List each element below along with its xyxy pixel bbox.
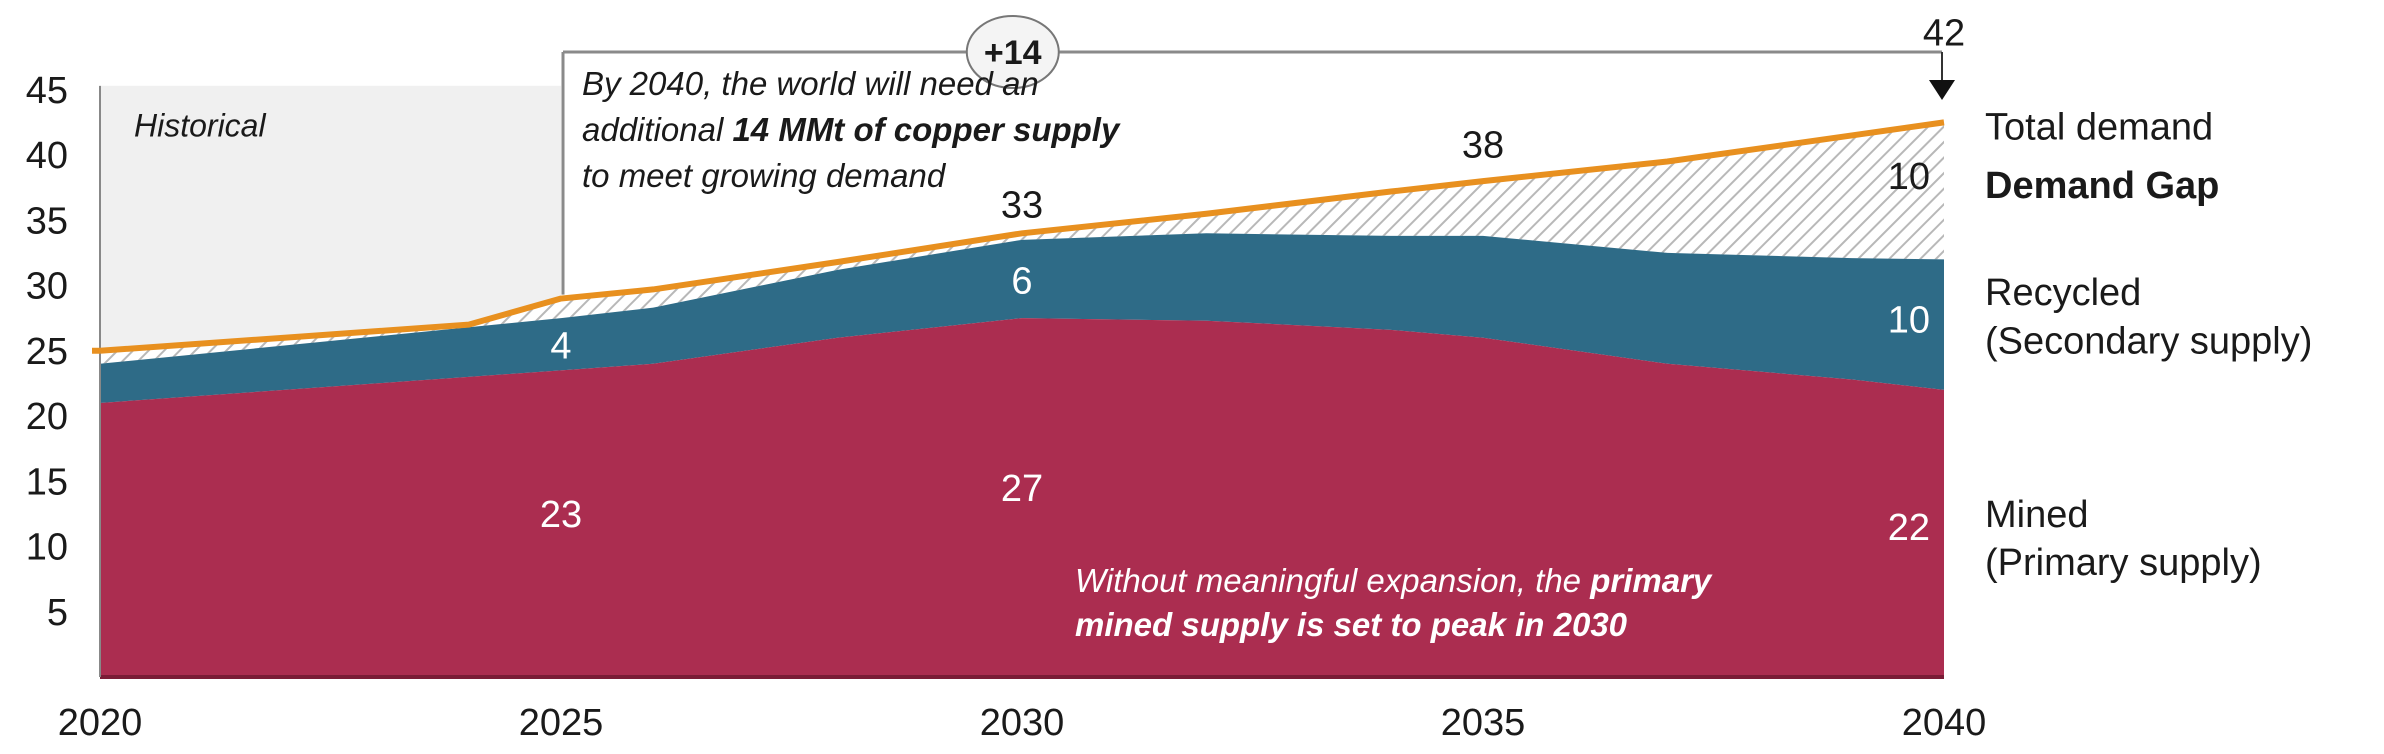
- data-label: 33: [1001, 185, 1043, 227]
- annotation-emphasis: primary: [1589, 562, 1713, 599]
- badge-circle: [965, 15, 1060, 89]
- legend-label: Recycled: [1985, 272, 2141, 314]
- y-tick-label: 15: [26, 461, 68, 503]
- y-tick-label: 30: [26, 266, 68, 308]
- y-axis: 5 10 15 20 25 30 35 40 45: [26, 70, 68, 634]
- data-label: 6: [1011, 260, 1032, 302]
- data-label: 10: [1888, 299, 1930, 341]
- data-label: 42: [1923, 12, 1965, 54]
- legend-label: Total demand: [1985, 106, 2213, 148]
- y-tick-label: 25: [26, 331, 68, 373]
- data-label: 23: [540, 494, 582, 536]
- y-tick-label: 20: [26, 396, 68, 438]
- historical-label: Historical: [134, 108, 266, 144]
- annotation-text: additional: [582, 111, 732, 148]
- mined-area: [100, 318, 1944, 677]
- data-label: 10: [1888, 156, 1930, 198]
- annotation-top-line-3: to meet growing demand: [582, 157, 947, 194]
- data-label: 4: [550, 326, 571, 368]
- annotation-top-line-1: By 2040, the world will need an: [582, 65, 1039, 102]
- y-tick-label: 45: [26, 70, 68, 112]
- annotation-bottom: Without meaningful expansion, the primar…: [1075, 562, 1720, 643]
- data-label: 27: [1001, 468, 1043, 510]
- legend-label: (Primary supply): [1985, 542, 2262, 584]
- x-tick-label: 2035: [1441, 702, 1526, 744]
- badge-label: +14: [984, 34, 1042, 72]
- annotation-top-line-2: additional 14 MMt of copper supply: [582, 111, 1121, 148]
- total-demand-line: [99, 119, 1945, 354]
- x-tick-label: 2025: [519, 702, 604, 744]
- annotation-bottom-line-2: mined supply is set to peak in 2030: [1075, 606, 1628, 643]
- x-tick-label: 2040: [1902, 702, 1987, 744]
- x-tick-label: 2020: [58, 702, 143, 744]
- x-axis: 2020 2025 2030 2035 2040: [58, 702, 1987, 744]
- y-tick-label: 5: [47, 592, 68, 634]
- data-label: 22: [1888, 507, 1930, 549]
- y-tick-label: 10: [26, 527, 68, 569]
- annotation-emphasis: 14 MMt of copper supply: [732, 111, 1121, 148]
- legend-label: Demand Gap: [1985, 165, 2219, 207]
- legend-label: (Secondary supply): [1985, 320, 2312, 362]
- x-tick-label: 2030: [980, 702, 1065, 744]
- legend: Total demand Demand Gap Recycled (Secondary…: [1985, 106, 2312, 584]
- data-label: 38: [1462, 125, 1504, 167]
- legend-label: Mined: [1985, 494, 2089, 536]
- stacked-areas: [92, 85, 1945, 679]
- data-labels: 23 27 22 4 6 10 10 33 38 42: [540, 12, 1965, 549]
- y-tick-label: 35: [26, 200, 68, 242]
- annotation-text: Without meaningful expansion, the: [1075, 562, 1590, 599]
- arrow-down-icon: [1929, 80, 1955, 100]
- annotation-top: By 2040, the world will need an addition…: [582, 65, 1129, 194]
- demand-increase-bracket: +14: [561, 15, 1955, 295]
- y-tick-label: 40: [26, 135, 68, 177]
- annotation-bottom-line-1: Without meaningful expansion, the primar…: [1075, 562, 1713, 599]
